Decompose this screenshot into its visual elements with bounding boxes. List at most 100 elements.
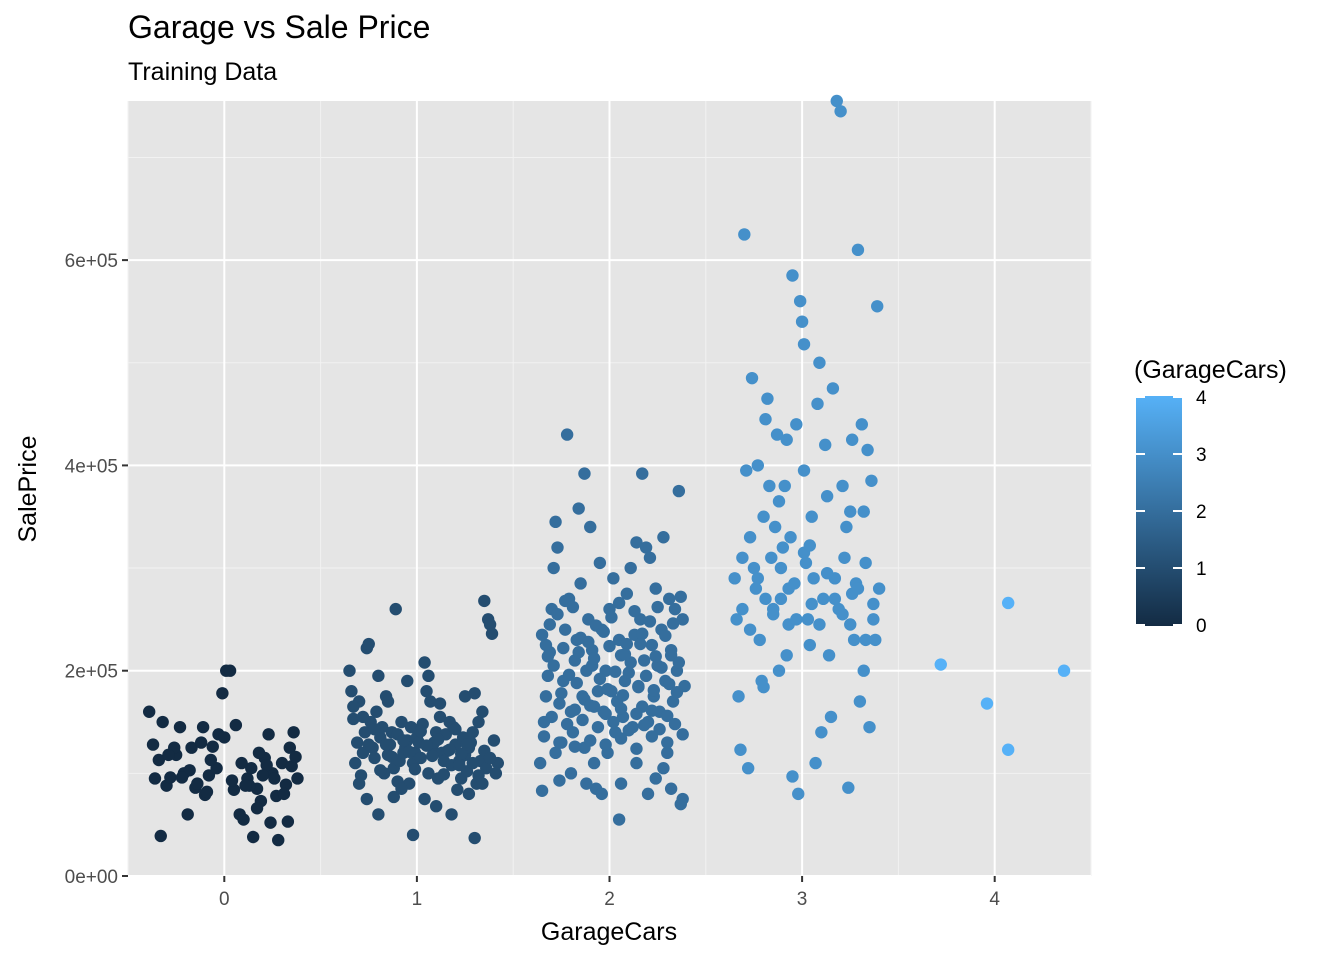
- data-point: [356, 710, 370, 724]
- data-point: [661, 746, 674, 760]
- data-point: [728, 572, 741, 585]
- data-point: [576, 713, 589, 727]
- data-point: [861, 443, 874, 457]
- data-point: [264, 816, 277, 829]
- data-point: [770, 428, 784, 441]
- data-point: [614, 777, 628, 790]
- data-point: [418, 656, 431, 669]
- data-point: [749, 582, 763, 595]
- data-point: [799, 556, 813, 570]
- data-point: [603, 639, 616, 653]
- legend-tick-label: 2: [1196, 502, 1207, 523]
- data-point: [634, 637, 647, 651]
- data-point: [570, 676, 583, 690]
- data-point: [173, 720, 187, 734]
- data-point: [824, 710, 838, 724]
- data-point: [533, 756, 547, 770]
- data-point: [483, 751, 497, 765]
- data-point: [672, 484, 686, 498]
- data-point: [672, 656, 686, 669]
- data-point: [564, 767, 578, 780]
- data-point: [574, 577, 587, 590]
- data-point: [559, 623, 572, 636]
- chart-subtitle: Training Data: [128, 58, 278, 86]
- data-point: [637, 718, 651, 732]
- data-point: [776, 541, 790, 554]
- data-point: [676, 728, 689, 741]
- data-point: [584, 734, 597, 747]
- data-point: [372, 808, 385, 821]
- data-point: [649, 772, 662, 785]
- data-point: [745, 371, 759, 385]
- data-point: [628, 604, 641, 618]
- data-point: [239, 779, 252, 792]
- data-point: [343, 664, 356, 677]
- data-point: [578, 467, 591, 480]
- data-point: [761, 392, 774, 405]
- data-point: [148, 772, 162, 785]
- data-point: [237, 813, 250, 826]
- data-point: [235, 756, 248, 770]
- data-point: [643, 551, 657, 564]
- data-point: [863, 720, 876, 734]
- data-point: [649, 650, 662, 663]
- data-point: [630, 536, 643, 549]
- data-point: [844, 505, 857, 518]
- data-point: [424, 695, 437, 708]
- data-point: [636, 467, 649, 480]
- data-point: [736, 602, 749, 616]
- data-point: [156, 715, 169, 729]
- data-point: [772, 664, 786, 677]
- data-point: [395, 782, 408, 795]
- data-point: [553, 697, 566, 710]
- data-point: [834, 105, 847, 118]
- data-point: [645, 704, 659, 717]
- data-point: [418, 792, 431, 806]
- data-point: [584, 699, 597, 712]
- data-point: [541, 650, 555, 663]
- data-point: [539, 690, 553, 703]
- data-point: [813, 618, 826, 631]
- data-point: [803, 638, 817, 652]
- data-point: [857, 505, 870, 518]
- data-point: [408, 763, 422, 776]
- data-point: [414, 751, 427, 765]
- data-point: [350, 736, 364, 749]
- data-point: [732, 690, 745, 703]
- data-point: [851, 243, 865, 257]
- data-point: [420, 685, 433, 698]
- data-point: [612, 813, 626, 826]
- data-point: [268, 772, 281, 785]
- data-point: [595, 787, 608, 801]
- color-legend: (GarageCars) 0 1 2 3 4: [1134, 356, 1287, 637]
- data-point: [545, 710, 558, 724]
- legend-title: (GarageCars): [1134, 356, 1287, 384]
- data-point: [420, 739, 433, 752]
- data-point: [767, 608, 780, 621]
- data-point: [980, 697, 994, 710]
- data-point: [670, 686, 684, 699]
- data-point: [162, 748, 175, 762]
- data-point: [402, 745, 416, 758]
- legend-ticks: 0 1 2 3 4: [1136, 388, 1207, 637]
- data-point: [668, 717, 682, 731]
- data-point: [809, 756, 822, 770]
- data-point: [260, 758, 273, 772]
- data-point: [204, 753, 218, 767]
- data-point: [443, 743, 456, 756]
- data-point: [664, 782, 678, 795]
- data-point: [468, 831, 481, 845]
- data-point: [206, 740, 219, 753]
- data-point: [639, 669, 653, 683]
- y-tick-label: 6e+05: [65, 251, 118, 272]
- data-point: [539, 638, 553, 652]
- data-point: [607, 715, 620, 729]
- data-point: [381, 695, 395, 708]
- data-point: [845, 433, 859, 446]
- data-point: [838, 551, 851, 564]
- data-point: [252, 746, 266, 760]
- x-tick-label: 2: [604, 889, 615, 910]
- data-point: [1001, 596, 1015, 610]
- data-point: [801, 613, 815, 626]
- data-point: [397, 734, 410, 747]
